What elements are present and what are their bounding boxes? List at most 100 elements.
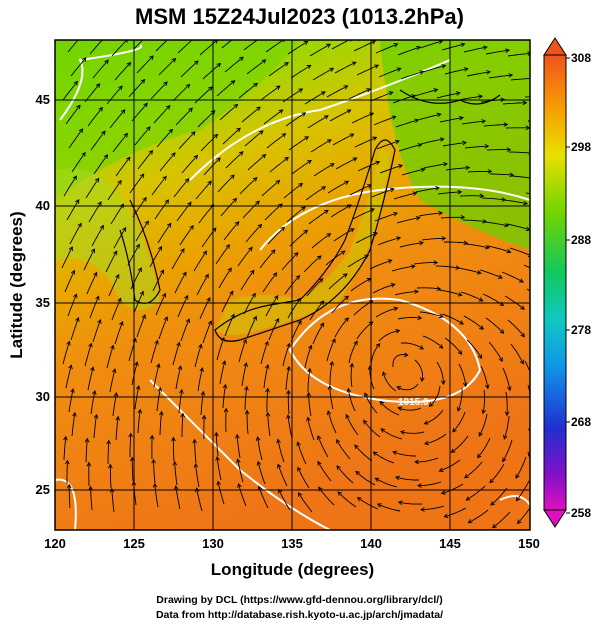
- streamline-arrowhead: [452, 427, 457, 433]
- streamline-arrowhead: [351, 61, 357, 66]
- streamline: [396, 217, 420, 224]
- streamline: [420, 138, 444, 145]
- streamline-arrowhead: [146, 126, 151, 132]
- streamline-arrowhead: [171, 152, 176, 158]
- streamline: [287, 41, 308, 55]
- streamline: [516, 480, 530, 501]
- streamline: [479, 269, 503, 279]
- streamline: [298, 492, 313, 513]
- streamline-arrowhead: [258, 130, 264, 135]
- streamline-arrowhead: [126, 156, 131, 162]
- streamline-arrowhead: [303, 229, 309, 235]
- streamline: [106, 345, 114, 369]
- y-tick-label: 25: [35, 482, 50, 497]
- streamline-arrowhead: [457, 350, 463, 355]
- streamline: [109, 368, 116, 393]
- streamline-arrowhead: [499, 329, 505, 334]
- streamline-arrowhead: [482, 45, 488, 50]
- streamline-arrowhead: [168, 128, 174, 134]
- streamline: [480, 365, 489, 389]
- streamline: [264, 203, 283, 221]
- streamline-arrowhead: [149, 434, 155, 440]
- streamline-arrowhead: [185, 318, 191, 324]
- streamline-arrowhead: [234, 221, 240, 226]
- streamline-arrowhead: [489, 478, 494, 484]
- streamline: [70, 317, 79, 341]
- streamline: [243, 40, 258, 51]
- streamline-arrowhead: [423, 420, 429, 425]
- streamline: [400, 342, 424, 350]
- streamline-arrowhead: [515, 496, 521, 502]
- wind-streamlines: [61, 32, 530, 529]
- streamline: [287, 390, 290, 415]
- streamline-arrowhead: [419, 240, 424, 246]
- streamline: [290, 65, 311, 79]
- streamline-arrowhead: [206, 296, 211, 302]
- colorbar-tick-label: 258: [571, 506, 592, 520]
- streamline: [442, 142, 467, 147]
- streamline-arrowhead: [349, 362, 355, 368]
- streamline-arrowhead: [519, 278, 524, 283]
- streamline-arrowhead: [215, 455, 220, 461]
- streamline-arrowhead: [88, 485, 93, 491]
- streamline: [330, 204, 352, 218]
- streamline-arrowhead: [443, 161, 448, 167]
- streamline: [452, 411, 466, 433]
- streamline-arrowhead: [204, 273, 209, 279]
- streamline-arrowhead: [65, 459, 70, 465]
- streamline-arrowhead: [490, 501, 496, 506]
- streamline-arrowhead: [274, 295, 279, 300]
- streamline-arrowhead: [506, 248, 512, 254]
- streamline: [216, 337, 225, 361]
- streamline-arrowhead: [344, 295, 350, 301]
- streamline-arrowhead: [436, 286, 442, 291]
- streamline-arrowhead: [465, 496, 471, 501]
- streamline-arrowhead: [144, 220, 149, 226]
- streamline-arrowhead: [223, 407, 229, 413]
- streamline-arrowhead: [396, 67, 402, 72]
- streamline: [154, 483, 159, 508]
- streamline-arrowhead: [523, 200, 529, 206]
- streamline-arrowhead: [275, 179, 281, 185]
- streamline-arrowhead: [477, 453, 482, 459]
- streamline-arrowhead: [147, 32, 151, 36]
- streamline: [217, 174, 235, 193]
- streamline-arrowhead: [235, 433, 240, 439]
- y-tick-label: 45: [35, 92, 50, 107]
- streamline: [265, 40, 284, 53]
- streamline: [487, 245, 511, 253]
- streamline: [297, 467, 310, 489]
- streamline: [303, 255, 322, 273]
- streamline-arrowhead: [75, 198, 80, 204]
- streamline: [441, 313, 464, 325]
- streamline-arrowhead: [261, 153, 267, 159]
- streamline-arrowhead: [420, 507, 425, 512]
- streamline-arrowhead: [455, 91, 461, 96]
- streamline-arrowhead: [436, 112, 442, 118]
- streamline: [88, 201, 102, 223]
- streamline-arrowhead: [522, 100, 528, 106]
- streamline-arrowhead: [275, 317, 280, 323]
- streamline-arrowhead: [252, 315, 257, 321]
- streamline-arrowhead: [327, 384, 333, 390]
- streamline: [371, 188, 395, 198]
- streamline-arrowhead: [255, 436, 261, 441]
- streamline-arrowhead: [173, 485, 179, 490]
- streamline: [297, 442, 307, 465]
- streamline: [327, 180, 349, 194]
- streamline-arrowhead: [248, 246, 253, 252]
- streamline: [311, 233, 331, 249]
- streamline: [508, 151, 530, 154]
- streamline: [375, 307, 398, 318]
- streamline-arrowhead: [78, 128, 84, 133]
- streamline: [175, 107, 193, 126]
- streamline-arrowhead: [194, 60, 199, 65]
- streamline-arrowhead: [336, 465, 341, 470]
- streamline: [180, 60, 199, 78]
- streamline-arrowhead: [460, 42, 466, 48]
- streamline-arrowhead: [307, 159, 312, 165]
- streamline: [173, 178, 190, 198]
- streamline-arrowhead: [438, 210, 444, 216]
- streamline-arrowhead: [298, 492, 303, 497]
- streamline-arrowhead: [420, 167, 426, 173]
